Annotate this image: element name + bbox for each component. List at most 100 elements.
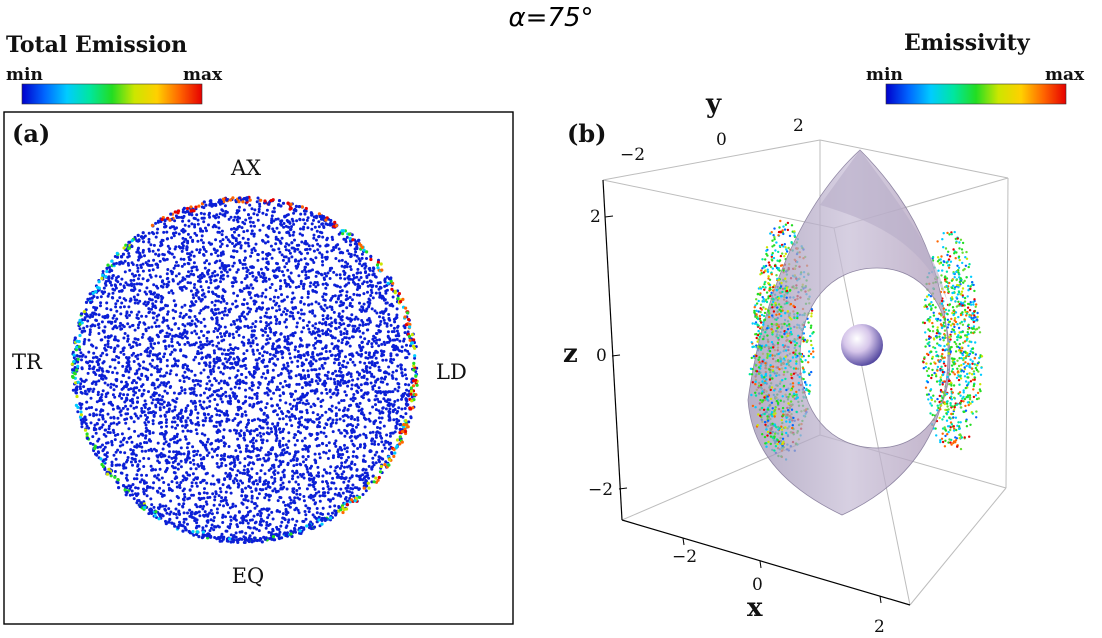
emission-point xyxy=(174,456,178,460)
emission-point xyxy=(192,387,196,391)
emission-point xyxy=(183,262,186,266)
emission-point xyxy=(149,411,152,414)
emission-point xyxy=(181,246,185,250)
emission-point xyxy=(217,215,221,219)
emission-point xyxy=(194,355,197,359)
panel-a-label: (a) xyxy=(12,119,50,148)
emission-point xyxy=(225,313,229,317)
emission-point xyxy=(111,407,115,411)
emission-point xyxy=(80,366,84,370)
colorbar-left xyxy=(21,83,203,105)
emission-point xyxy=(288,415,292,419)
emission-point xyxy=(190,481,194,485)
emission-point xyxy=(250,490,254,494)
emission-point xyxy=(228,355,232,359)
emission-point xyxy=(400,397,403,401)
emission-point xyxy=(144,423,148,427)
emission-point xyxy=(333,492,337,496)
emission-point xyxy=(154,235,158,239)
emission-point xyxy=(110,460,114,464)
emission-point xyxy=(316,413,320,417)
emission-point xyxy=(253,208,257,212)
emission-point xyxy=(326,377,330,380)
emission-point xyxy=(147,240,151,244)
emission-point xyxy=(300,386,304,390)
emission-point xyxy=(278,250,282,254)
emission-point xyxy=(358,445,362,449)
emission-point xyxy=(330,409,334,413)
emission-point xyxy=(260,507,264,511)
emission-point xyxy=(248,386,252,390)
emission-point xyxy=(147,259,151,263)
emission-point xyxy=(392,348,396,352)
emission-point xyxy=(132,387,136,391)
emission-point xyxy=(202,253,206,257)
emission-point xyxy=(137,367,141,371)
emission-point xyxy=(128,325,132,329)
emission-point xyxy=(163,339,167,343)
emission-point xyxy=(345,306,349,310)
emission-point xyxy=(221,277,225,281)
emission-point xyxy=(78,327,82,331)
emission-point xyxy=(242,287,246,291)
emission-point xyxy=(264,376,268,380)
emission-point xyxy=(71,350,75,354)
emission-point xyxy=(161,504,165,508)
emission-point xyxy=(396,347,400,351)
emission-point xyxy=(115,371,119,375)
emission-point xyxy=(142,388,146,392)
emission-point xyxy=(225,419,229,423)
emission-point xyxy=(315,373,319,377)
emission-point xyxy=(264,288,268,292)
emission-point xyxy=(262,372,265,376)
emission-point xyxy=(384,440,388,444)
emission-point xyxy=(233,322,237,326)
emission-point xyxy=(358,329,362,333)
emission-point xyxy=(256,433,259,437)
emission-point xyxy=(159,284,163,288)
emission-point xyxy=(173,304,177,308)
emission-point xyxy=(312,233,316,237)
emission-point xyxy=(220,400,224,404)
emission-point xyxy=(115,326,119,330)
emission-point xyxy=(94,373,98,376)
emission-point xyxy=(251,350,255,353)
emission-point xyxy=(356,416,360,420)
emission-point xyxy=(153,321,157,325)
emission-point xyxy=(84,422,88,426)
emission-point xyxy=(104,392,108,396)
emission-point xyxy=(221,362,225,366)
emission-point xyxy=(318,357,322,361)
emission-point xyxy=(254,487,258,491)
emission-point xyxy=(345,340,349,344)
emission-point xyxy=(384,291,388,295)
emission-point xyxy=(248,403,252,407)
emission-point xyxy=(212,364,216,368)
emission-point xyxy=(259,520,262,524)
emission-point xyxy=(353,253,357,257)
emission-point xyxy=(256,253,260,257)
emission-point xyxy=(219,490,223,494)
emission-point xyxy=(107,427,111,431)
emission-point xyxy=(304,270,308,274)
emission-point xyxy=(361,493,365,496)
emission-point xyxy=(204,305,208,309)
emission-point xyxy=(151,249,155,253)
emission-point xyxy=(253,302,256,306)
emission-point xyxy=(178,246,182,250)
emission-point xyxy=(247,421,250,425)
emission-point xyxy=(106,412,110,416)
emission-point xyxy=(237,205,241,209)
emission-point xyxy=(270,404,274,408)
emission-point xyxy=(335,393,339,397)
emission-point xyxy=(293,501,297,505)
emission-point xyxy=(142,490,146,494)
emission-point xyxy=(298,423,302,426)
emission-point xyxy=(247,418,250,422)
emission-point xyxy=(295,382,299,386)
emission-point xyxy=(111,428,115,432)
emission-point xyxy=(364,489,368,493)
emission-point xyxy=(252,375,256,379)
emission-point xyxy=(209,252,213,256)
emission-point xyxy=(151,398,155,402)
